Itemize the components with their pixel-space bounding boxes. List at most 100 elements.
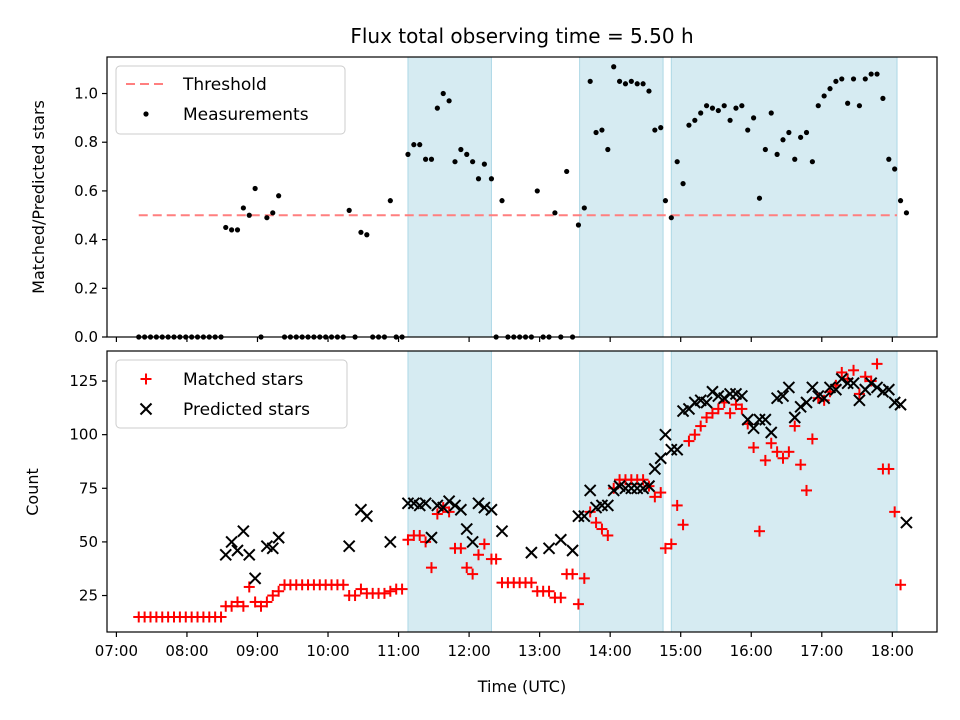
matched-point	[443, 506, 455, 518]
bottom-highlight-span	[407, 350, 492, 633]
measurement-point	[464, 151, 470, 157]
measurement-point	[833, 78, 839, 84]
legend-predicted-marker	[139, 402, 153, 416]
measurement-point	[616, 78, 623, 84]
predicted-point	[870, 381, 884, 394]
bottom-y-tick-label: 50	[79, 533, 98, 551]
predicted-point	[237, 524, 250, 538]
matched-point	[420, 536, 432, 548]
matched-point	[706, 407, 718, 419]
matched-point	[712, 403, 724, 415]
measurement-point	[821, 93, 827, 99]
predicted-point	[384, 535, 397, 549]
matched-point	[859, 371, 871, 383]
bottom-highlight-spans	[407, 350, 898, 633]
matched-point	[425, 562, 437, 574]
measurement-point	[780, 137, 786, 143]
legend-measurements-swatch	[143, 111, 149, 117]
measurement-point	[428, 156, 435, 162]
matched-point	[759, 454, 771, 466]
x-tick-label: 09:00	[236, 642, 279, 660]
measurement-point	[564, 168, 570, 175]
predicted-point	[554, 533, 568, 546]
matched-point	[349, 590, 361, 602]
matched-point	[801, 484, 813, 496]
measurement-point	[674, 159, 680, 165]
measurement-point	[668, 215, 674, 221]
predicted-point	[485, 503, 498, 516]
matched-point	[226, 600, 238, 612]
measurement-point	[346, 207, 352, 213]
predicted-point	[718, 391, 731, 405]
predicted-point	[619, 482, 632, 495]
predicted-point	[466, 535, 479, 549]
matched-point	[883, 463, 895, 475]
measurement-point	[680, 181, 686, 187]
legend-matched-swatch	[140, 373, 152, 385]
measurement-point	[646, 88, 652, 94]
measurement-point	[698, 110, 704, 116]
measurement-point	[827, 86, 833, 92]
matched-point	[665, 538, 677, 550]
measurement-point	[640, 81, 646, 87]
predicted-point	[788, 411, 801, 424]
measurement-point	[605, 146, 611, 153]
top-highlight-span	[670, 56, 898, 338]
matched-point	[818, 394, 830, 406]
predicted-point	[723, 387, 737, 401]
predicted-point	[231, 544, 244, 557]
matched-point	[461, 562, 473, 574]
measurement-point	[364, 232, 370, 238]
measurement-point	[411, 142, 417, 148]
x-axis-label: Time (UTC)	[477, 677, 566, 696]
matched-point	[467, 568, 479, 580]
matched-point	[806, 433, 818, 445]
measurement-point	[903, 210, 910, 216]
predicted-point	[800, 396, 813, 409]
measurement-point	[593, 129, 599, 136]
predicted-point	[478, 501, 491, 514]
predicted-point	[578, 509, 591, 523]
measurement-point	[892, 166, 898, 172]
measurement-point	[658, 125, 664, 131]
measurement-point	[611, 64, 617, 70]
x-tick-label: 07:00	[95, 642, 138, 660]
predicted-point	[442, 494, 456, 508]
x-tick-label: 10:00	[306, 642, 349, 660]
matched-point	[765, 437, 777, 449]
top-plot-frame	[106, 56, 938, 338]
predicted-point	[401, 497, 415, 510]
measurement-point	[745, 127, 751, 133]
predicted-point	[829, 383, 843, 396]
predicted-point	[272, 531, 285, 544]
measurement-point	[845, 100, 851, 106]
matched-point	[590, 517, 602, 529]
predicted-point	[454, 503, 468, 516]
predicted-point	[700, 396, 713, 409]
measurement-point	[387, 198, 393, 204]
measurement-point	[856, 103, 863, 109]
predicted-point	[360, 509, 374, 523]
predicted-point	[670, 443, 684, 456]
measurement-point	[470, 159, 476, 165]
matched-point	[543, 585, 555, 597]
x-tick-label: 17:00	[800, 642, 843, 660]
x-tick-label: 16:00	[730, 642, 773, 660]
measurement-point	[862, 76, 868, 82]
bottom-panel: 25 50 75 100 125 07:00 08:00 09:00 10:00 11:00 12…	[23, 350, 938, 696]
predicted-point	[448, 499, 462, 512]
predicted-point	[572, 509, 585, 523]
matched-point	[525, 577, 537, 589]
legend-threshold-label: Threshold	[182, 75, 267, 95]
predicted-point	[219, 548, 232, 561]
matched-point	[596, 523, 608, 535]
measurement-point	[703, 103, 710, 109]
matched-point	[889, 506, 901, 518]
legend-predicted-swatch	[139, 402, 153, 416]
matched-point	[231, 596, 243, 608]
measurement-point	[733, 105, 739, 111]
measurement-point	[809, 159, 815, 165]
measurement-points	[136, 64, 910, 340]
bottom-y-axis-label: Count	[23, 468, 42, 516]
measurement-point	[270, 210, 276, 216]
